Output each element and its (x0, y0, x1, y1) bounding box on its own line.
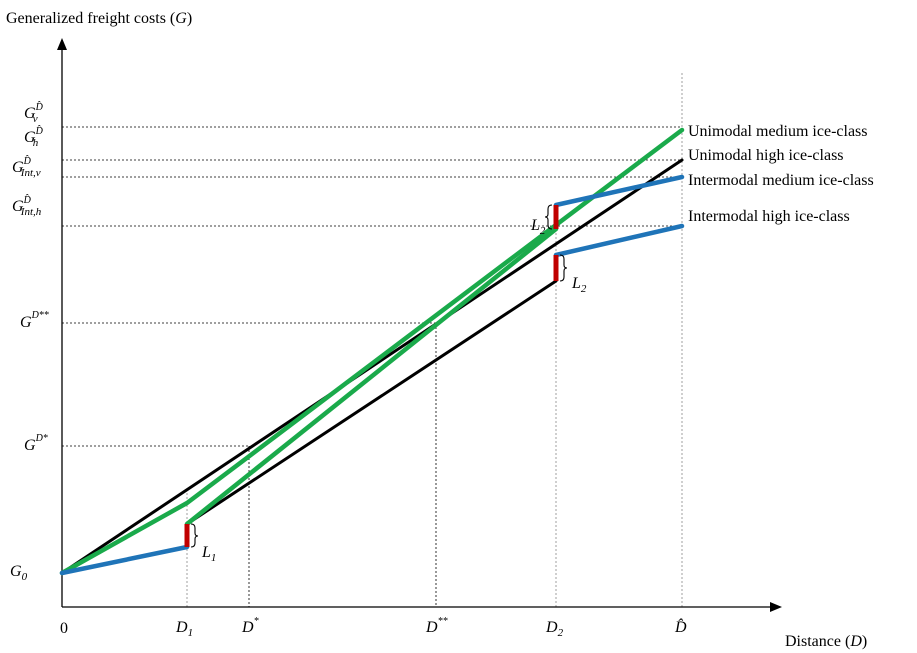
legend-unimodal-medium: Unimodal medium ice-class (688, 123, 868, 140)
ytick-g-v: GD̂ v (24, 100, 44, 125)
legend-intermodal-medium: Intermodal medium ice-class (688, 172, 874, 189)
xtick-dhat: D̂ (674, 617, 687, 636)
y-axis-title: Generalized freight costs (G) (6, 10, 192, 27)
l1-label: L1 (201, 544, 216, 564)
ytick-g-h: GD̂ h (24, 124, 44, 149)
l2-upper-brace-icon (544, 204, 553, 230)
l2-lower-label: L2 (571, 275, 587, 295)
x-axis-arrow-icon (770, 602, 782, 612)
intermodal-high-middle (185, 279, 558, 526)
intermodal-medium-middle (184, 226, 559, 527)
l2-upper-label: L2 (530, 217, 546, 237)
xtick-dstar2: D** (425, 616, 448, 636)
axes (57, 38, 782, 612)
ytick-gd-star2: GD** (20, 310, 49, 331)
intermodal-medium-final (553, 174, 685, 208)
ytick-g0: G0 (10, 563, 28, 583)
intermodal-high-final (553, 223, 685, 258)
transshipment-bars (184, 205, 559, 547)
xtick-d1: D1 (175, 619, 193, 639)
legend-unimodal-high: Unimodal high ice-class (688, 147, 844, 164)
xtick-dstar: D* (241, 616, 259, 636)
guide-lines (62, 73, 683, 607)
curves (59, 127, 685, 576)
unimodal-high-line (60, 158, 684, 575)
ytick-g-int-h: GD̂ Int,h (12, 193, 42, 218)
l1-brace-icon (190, 523, 199, 548)
x-axis-title: Distance (D) (785, 633, 867, 650)
ytick-g-int-v: GD̂ Int,v (12, 154, 41, 179)
intermodal-medium-upper (556, 130, 682, 205)
intermodal-first-leg (59, 544, 190, 576)
braces (190, 204, 568, 548)
legend-intermodal-high: Intermodal high ice-class (688, 208, 850, 225)
x-tick-labels: D1 D* D** D2 D̂ (175, 616, 687, 639)
xtick-d2: D2 (545, 619, 564, 639)
ytick-gd-star: GD* (24, 433, 48, 454)
l2-lower-brace-icon (559, 254, 568, 282)
y-axis-arrow-icon (57, 38, 67, 50)
unimodal-medium-line (59, 127, 685, 576)
origin-label: 0 (60, 620, 68, 637)
y-tick-labels: GD̂ v GD̂ h GD̂ Int,v GD̂ Int,h GD** GD* G0 (10, 100, 49, 583)
